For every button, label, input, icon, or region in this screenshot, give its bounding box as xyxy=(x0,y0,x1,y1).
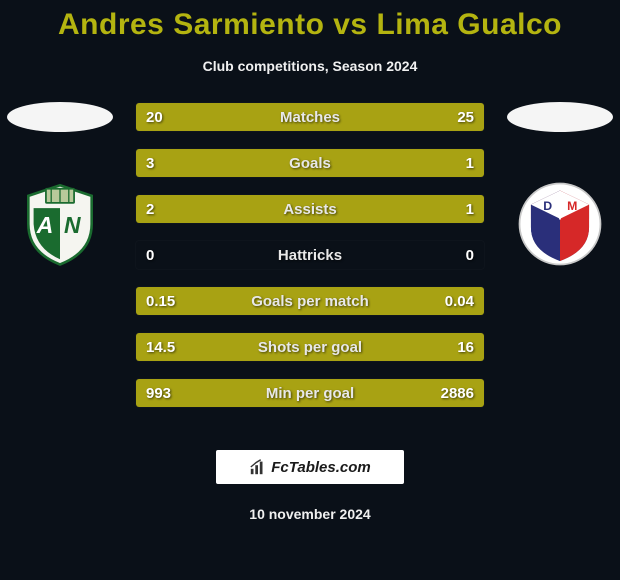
player-right-photo xyxy=(507,102,613,132)
comparison-panel: A N D I M Matches2025Goals31Assists21Hat… xyxy=(0,102,620,442)
chart-icon xyxy=(249,458,267,476)
value-left: 993 xyxy=(146,379,171,408)
subtitle: Club competitions, Season 2024 xyxy=(0,58,620,74)
value-left: 3 xyxy=(146,149,154,178)
stat-row: Hattricks0 0 xyxy=(135,240,485,270)
stat-label: Assists xyxy=(136,195,484,224)
player-right-club-logo: D I M xyxy=(516,180,604,268)
svg-text:M: M xyxy=(567,199,577,213)
player-left-side: A N xyxy=(0,102,120,268)
stat-row: Shots per goal14.5 16 xyxy=(135,332,485,362)
value-right: 16 xyxy=(457,333,474,362)
stat-label: Hattricks xyxy=(136,241,484,270)
value-right: 25 xyxy=(457,103,474,132)
value-right: 0 xyxy=(466,241,474,270)
value-right: 1 xyxy=(466,149,474,178)
value-right: 2886 xyxy=(441,379,474,408)
page-title: Andres Sarmiento vs Lima Gualco xyxy=(0,0,620,42)
player-left-photo xyxy=(7,102,113,132)
value-left: 0.15 xyxy=(146,287,175,316)
stat-row: Min per goal993 2886 xyxy=(135,378,485,408)
stat-label: Min per goal xyxy=(136,379,484,408)
player-left-club-logo: A N xyxy=(16,180,104,268)
stat-row: Assists2 1 xyxy=(135,194,485,224)
value-left: 0 xyxy=(146,241,154,270)
stat-label: Goals xyxy=(136,149,484,178)
value-left: 14.5 xyxy=(146,333,175,362)
stat-bars: Matches2025Goals31Assists21Hattricks00Go… xyxy=(135,102,485,408)
date: 10 november 2024 xyxy=(0,506,620,522)
value-left: 20 xyxy=(146,103,163,132)
watermark: FcTables.com xyxy=(216,450,404,484)
stat-label: Matches xyxy=(136,103,484,132)
svg-text:D: D xyxy=(543,199,552,213)
svg-text:A: A xyxy=(36,212,54,238)
watermark-text: FcTables.com xyxy=(271,459,370,476)
value-left: 2 xyxy=(146,195,154,224)
value-right: 1 xyxy=(466,195,474,224)
stat-row: Matches20 25 xyxy=(135,102,485,132)
svg-text:N: N xyxy=(64,212,81,238)
player-right-side: D I M xyxy=(500,102,620,268)
stat-row: Goals per match0.15 0.04 xyxy=(135,286,485,316)
stat-label: Goals per match xyxy=(136,287,484,316)
value-right: 0.04 xyxy=(445,287,474,316)
svg-text:I: I xyxy=(558,209,561,223)
stat-label: Shots per goal xyxy=(136,333,484,362)
stat-row: Goals3 1 xyxy=(135,148,485,178)
